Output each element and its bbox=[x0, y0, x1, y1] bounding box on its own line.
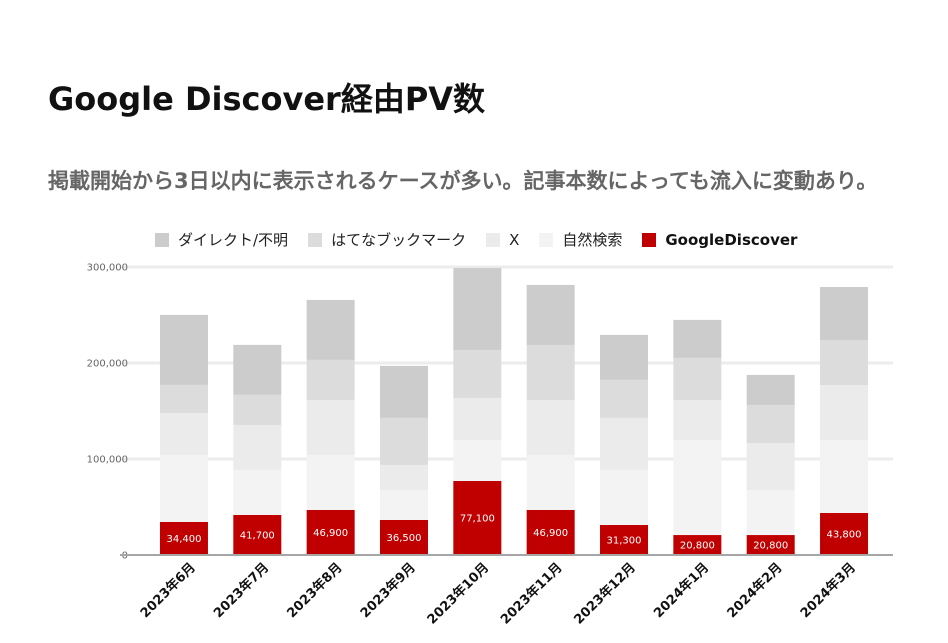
bar-segment-hatena-bookmark bbox=[453, 349, 502, 398]
data-label: 34,400 bbox=[166, 534, 201, 545]
bar-segment-organic-search bbox=[526, 454, 575, 510]
bar-segment-google-discover bbox=[159, 521, 208, 555]
bar-segment-google-discover bbox=[526, 509, 575, 555]
bar-segment-hatena-bookmark bbox=[233, 394, 282, 425]
bar-segment-hatena-bookmark bbox=[526, 344, 575, 400]
legend-label-direct-unknown: ダイレクト/不明 bbox=[178, 231, 289, 249]
bar-segment-x bbox=[453, 397, 502, 440]
y-tick-label: 200,000 bbox=[87, 359, 128, 370]
x-tick-label: 2023年8月 bbox=[284, 560, 346, 622]
y-tick-label: 300,000 bbox=[87, 263, 128, 274]
bar-segment-direct-unknown bbox=[526, 284, 575, 345]
legend-item-organic-search[interactable]: 自然検索 bbox=[539, 229, 622, 250]
bar-segment-direct-unknown bbox=[746, 374, 795, 405]
x-tick-label: 2024年1月 bbox=[650, 560, 712, 622]
bar-segment-organic-search bbox=[306, 454, 355, 510]
data-label: 41,700 bbox=[240, 530, 275, 541]
bar-segment-google-discover bbox=[306, 509, 355, 555]
bar-segment-organic-search bbox=[159, 454, 208, 522]
data-label: 77,100 bbox=[460, 513, 495, 524]
data-label: 43,800 bbox=[827, 529, 862, 540]
bar-segment-hatena-bookmark bbox=[379, 417, 428, 465]
legend-label-google-discover: GoogleDiscover bbox=[665, 230, 798, 249]
bar-segment-organic-search bbox=[379, 489, 428, 520]
legend-label-hatena-bookmark: はてなブックマーク bbox=[331, 231, 467, 249]
bar-segment-organic-search bbox=[600, 469, 649, 525]
data-label: 46,900 bbox=[313, 528, 348, 539]
x-tick-label: 2023年11月 bbox=[497, 560, 565, 628]
bar-segment-x bbox=[820, 384, 869, 440]
bar-segment-organic-search bbox=[453, 439, 502, 481]
bar-segment-direct-unknown bbox=[379, 365, 428, 418]
bar-segment-direct-unknown bbox=[453, 267, 502, 350]
bar-segment-hatena-bookmark bbox=[600, 379, 649, 418]
bar-segment-organic-search bbox=[746, 490, 795, 536]
bar-segment-hatena-bookmark bbox=[306, 359, 355, 400]
bar-segment-organic-search bbox=[673, 439, 722, 536]
legend-swatch-direct-unknown bbox=[155, 232, 169, 247]
bar-segment-direct-unknown bbox=[673, 319, 722, 358]
x-tick-label: 2023年6月 bbox=[137, 560, 199, 622]
legend-swatch-x bbox=[486, 232, 501, 247]
bar-segment-google-discover bbox=[233, 514, 282, 555]
bar-segment-x bbox=[526, 399, 575, 455]
legend-swatch-organic-search bbox=[539, 232, 554, 247]
stacked-bar-chart: 0100,000200,000300,00034,4002023年6月41,70… bbox=[87, 263, 893, 628]
bar-segment-organic-search bbox=[820, 439, 869, 513]
bar-segment-x bbox=[746, 442, 795, 491]
x-tick-label: 2023年7月 bbox=[210, 560, 272, 622]
x-tick-label: 2023年10月 bbox=[424, 560, 492, 628]
bar-segment-hatena-bookmark bbox=[820, 339, 869, 385]
bar-segment-hatena-bookmark bbox=[746, 404, 795, 443]
x-tick-label: 2023年9月 bbox=[357, 560, 419, 622]
bar-segment-direct-unknown bbox=[233, 344, 282, 395]
legend-label-x: X bbox=[509, 230, 520, 249]
data-label: 36,500 bbox=[386, 533, 421, 544]
page-title: Google Discover経由PV数 bbox=[48, 80, 486, 118]
chart-legend: ダイレクト/不明 はてなブックマーク X 自然検索 GoogleDiscover bbox=[155, 229, 797, 250]
bar-segment-hatena-bookmark bbox=[673, 357, 722, 400]
bar-segment-direct-unknown bbox=[820, 286, 869, 340]
bar-segment-google-discover bbox=[453, 480, 502, 555]
bar-segment-x bbox=[379, 464, 428, 490]
bar-segment-organic-search bbox=[233, 469, 282, 515]
bar-segment-x bbox=[673, 399, 722, 440]
data-label: 20,800 bbox=[753, 541, 788, 552]
legend-item-direct-unknown[interactable]: ダイレクト/不明 bbox=[155, 229, 288, 250]
data-label: 31,300 bbox=[607, 535, 642, 546]
data-label: 46,900 bbox=[533, 528, 568, 539]
legend-item-x[interactable]: X bbox=[486, 231, 519, 249]
legend-swatch-hatena-bookmark bbox=[308, 232, 323, 247]
legend-swatch-google-discover bbox=[642, 232, 657, 247]
bar-segment-x bbox=[306, 399, 355, 455]
page-subtitle: 掲載開始から3日以内に表示されるケースが多い。記事本数によっても流入に変動あり。 bbox=[48, 169, 878, 193]
bar-segment-google-discover bbox=[379, 519, 428, 555]
bar-segment-direct-unknown bbox=[600, 334, 649, 380]
data-label: 20,800 bbox=[680, 541, 715, 552]
bar-segment-google-discover bbox=[673, 535, 722, 555]
bar-segment-hatena-bookmark bbox=[159, 384, 208, 413]
bar-segment-x bbox=[159, 412, 208, 455]
legend-label-organic-search: 自然検索 bbox=[562, 231, 623, 249]
legend-item-hatena-bookmark[interactable]: はてなブックマーク bbox=[308, 229, 466, 250]
bar-segment-direct-unknown bbox=[306, 299, 355, 360]
bar-segment-google-discover bbox=[746, 535, 795, 555]
y-tick-label: 100,000 bbox=[87, 455, 128, 466]
legend-item-google-discover[interactable]: GoogleDiscover bbox=[642, 231, 797, 249]
x-tick-label: 2023年12月 bbox=[571, 560, 639, 628]
bar-segment-x bbox=[600, 417, 649, 470]
bar-segment-google-discover bbox=[600, 524, 649, 555]
x-tick-label: 2024年2月 bbox=[724, 560, 786, 622]
x-tick-label: 2024年3月 bbox=[797, 560, 859, 622]
bar-segment-google-discover bbox=[820, 512, 869, 555]
bar-segment-direct-unknown bbox=[159, 314, 208, 385]
bar-segment-x bbox=[233, 424, 282, 470]
